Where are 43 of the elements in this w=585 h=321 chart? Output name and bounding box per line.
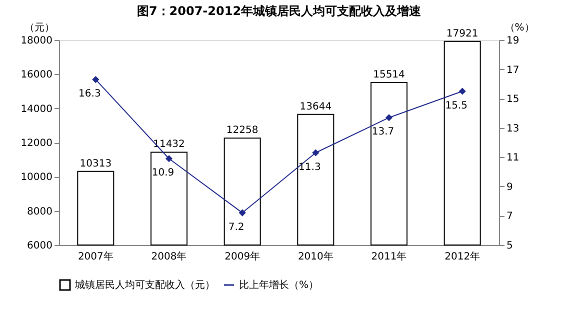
legend-label: 比上年增长（%） [239,279,319,291]
y2-axis-title: （%） [504,22,534,34]
data-label: 12258 [226,125,258,136]
y-axis-title: （元） [24,22,54,34]
point [458,88,466,95]
x-tick-label: 2012年 [444,250,480,262]
y2-tick-label: 17 [506,64,520,76]
y-tick-label: 18000 [20,36,52,46]
data-label: 11.3 [298,162,321,173]
point [385,114,393,122]
y2-tick-label: 5 [506,240,513,252]
y-tick-label: 14000 [20,104,52,115]
data-label: 16.3 [78,88,101,100]
y2-tick-label: 15 [506,94,520,106]
data-label: 15.5 [445,100,468,112]
y2-tick-label: 19 [506,36,520,46]
data-label: 15514 [373,69,405,80]
point [312,149,320,156]
point [165,155,173,162]
point [92,76,100,84]
x-tick-label: 2008年 [151,250,187,262]
y-tick-label: 8000 [27,206,52,218]
y2-tick-label: 13 [506,123,520,134]
y-tick-label: 12000 [20,138,52,149]
point [238,209,246,216]
chart-title: 图7：2007-2012年城镇居民人均可支配收入及增速 [136,4,422,18]
y2-tick-label: 7 [506,211,513,222]
data-label: 13.7 [372,126,394,138]
x-tick-label: 2009年 [224,250,260,262]
x-tick-label: 2010年 [298,250,334,262]
x-tick-label: 2011年 [371,250,407,262]
data-label: 10313 [80,158,112,170]
y-tick-label: 10000 [20,172,52,184]
y-tick-label: 6000 [27,240,52,252]
data-label: 10.9 [152,168,174,179]
y2-tick-label: 9 [506,182,513,193]
x-tick-label: 2007年 [78,250,114,262]
data-label: 17921 [446,28,478,40]
y2-tick-label: 11 [506,152,520,164]
legend-label: 城镇居民人均可支配收入（元） [74,279,215,291]
data-label: 13644 [300,101,332,112]
y-tick-label: 16000 [20,70,52,81]
data-label: 7.2 [228,222,244,233]
